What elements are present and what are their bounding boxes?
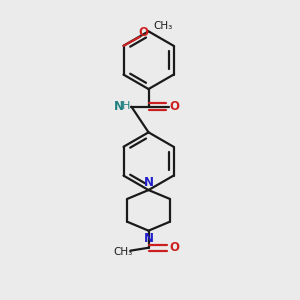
Text: N: N <box>114 100 124 112</box>
Text: N: N <box>143 176 154 189</box>
Text: CH₃: CH₃ <box>153 21 172 31</box>
Text: CH₃: CH₃ <box>113 247 132 257</box>
Text: O: O <box>139 26 149 39</box>
Text: O: O <box>169 100 179 113</box>
Text: N: N <box>143 232 154 245</box>
Text: O: O <box>169 241 179 254</box>
Text: H: H <box>122 101 130 111</box>
